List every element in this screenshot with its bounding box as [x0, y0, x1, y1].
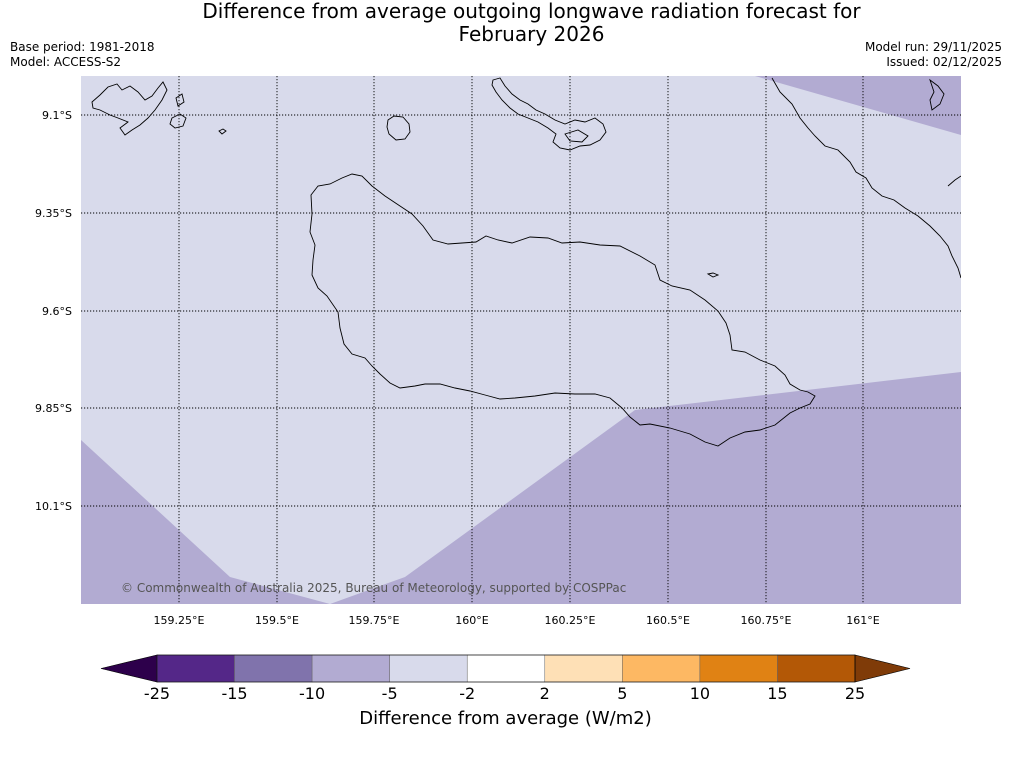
coast-russell-islands-2	[169, 113, 187, 129]
region-minus5-to-minus10-southwest	[81, 440, 330, 604]
lat-label-9-35: 9.35°S	[35, 207, 72, 220]
coast-nggela-islands	[491, 77, 607, 151]
meta-right: Model run: 29/11/2025 Issued: 02/12/2025	[865, 40, 1002, 70]
colorbar-tick-label: 2	[539, 684, 550, 703]
coast-savo-island	[386, 115, 411, 141]
colorbar-tick-label: 25	[844, 684, 866, 703]
colorbar-tick-label: -15	[221, 684, 248, 703]
colorbar-tick-label: -2	[459, 684, 476, 703]
colorbar-segment	[622, 654, 701, 683]
title-line-1: Difference from average outgoing longwav…	[202, 0, 861, 23]
lon-label-160-75: 160.75°E	[741, 614, 792, 627]
title-line-2: February 2026	[458, 22, 605, 46]
longitude-labels: 159.25°E 159.5°E 159.75°E 160°E 160.25°E…	[154, 614, 880, 627]
colorbar-segment	[544, 654, 623, 683]
coast-malaita	[771, 77, 961, 279]
chart-title: Difference from average outgoing longwav…	[0, 0, 1011, 46]
lat-label-9-6: 9.6°S	[42, 305, 72, 318]
colorbar-extend-low	[100, 654, 158, 683]
lon-label-160-25: 160.25°E	[545, 614, 596, 627]
coast-russell-islands	[91, 81, 168, 136]
colorbar-segment	[389, 654, 468, 683]
colorbar-title: Difference from average (W/m2)	[359, 708, 652, 729]
base-period: Base period: 1981-2018	[10, 40, 155, 54]
colorbar-segment	[234, 654, 313, 683]
coast-nggela-islands-2	[564, 129, 589, 143]
graticule	[81, 76, 961, 604]
model-name: Model: ACCESS-S2	[10, 55, 122, 69]
colorbar-segment	[699, 654, 778, 683]
colorbar-segment	[156, 654, 235, 683]
colorbar-tick-label: 10	[689, 684, 711, 703]
region-minus5-to-minus10-northeast	[755, 76, 961, 135]
colorbar-frame	[156, 654, 856, 683]
map-area[interactable]: © Commonwealth of Australia 2025, Bureau…	[81, 76, 961, 604]
colorbar	[100, 654, 911, 683]
colorbar-tick-label: -5	[381, 684, 398, 703]
lon-label-160-5: 160.5°E	[646, 614, 690, 627]
lat-label-9-85: 9.85°S	[35, 402, 72, 415]
lon-label-159-75: 159.75°E	[349, 614, 400, 627]
copyright-notice: © Commonwealth of Australia 2025, Bureau…	[121, 581, 626, 595]
colorbar-extend-high	[854, 654, 911, 683]
lon-label-161: 161°E	[846, 614, 879, 627]
lat-label-10-1: 10.1°S	[35, 500, 72, 513]
colorbar-tick-label: -10	[299, 684, 326, 703]
region-minus5-to-minus10-southeast	[330, 372, 961, 604]
lat-label-9-1: 9.1°S	[42, 109, 72, 122]
colorbar-tick-label: 15	[767, 684, 788, 703]
coast-guadalcanal	[309, 173, 816, 447]
colorbar-tick-label: 5	[617, 684, 628, 703]
lon-label-159-5: 159.5°E	[255, 614, 299, 627]
coast-small-islet-2	[218, 128, 227, 135]
coast-small-islet	[706, 272, 720, 278]
colorbar-tick-label: -25	[143, 684, 171, 703]
lon-label-159-25: 159.25°E	[154, 614, 205, 627]
colorbar-segment	[466, 654, 546, 683]
colorbar-segment	[311, 654, 390, 683]
coast-malaita-islets-2	[947, 175, 961, 187]
colorbar-segment	[777, 654, 856, 683]
coastlines	[91, 77, 961, 447]
coast-russell-islands-3	[175, 93, 185, 107]
latitude-labels: 9.1°S 9.35°S 9.6°S 9.85°S 10.1°S	[35, 109, 72, 513]
issued-date: Issued: 02/12/2025	[886, 55, 1002, 69]
model-run: Model run: 29/11/2025	[864, 40, 1002, 54]
meta-left: Base period: 1981-2018 Model: ACCESS-S2	[10, 40, 155, 70]
coast-malaita-islets	[929, 78, 945, 111]
lon-label-160: 160°E	[455, 614, 488, 627]
